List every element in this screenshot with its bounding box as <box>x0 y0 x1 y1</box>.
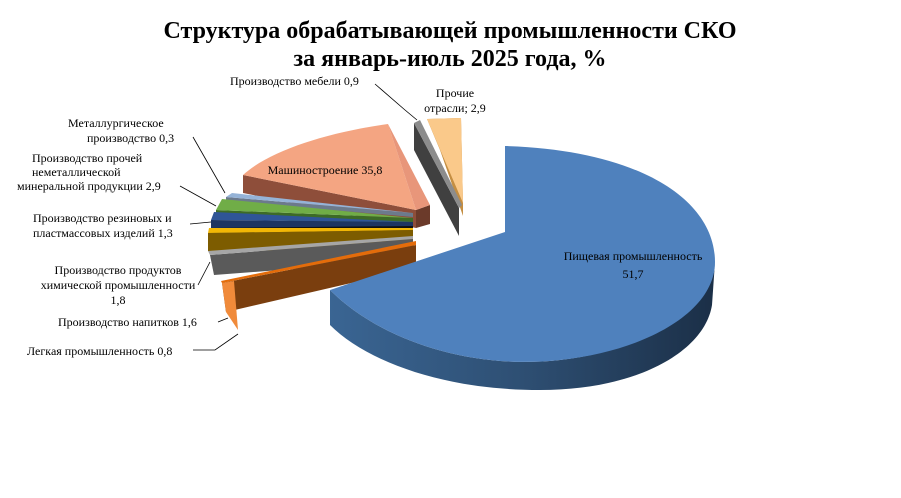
leader-light <box>193 333 239 351</box>
slice-top-light-front <box>222 281 238 330</box>
slice-side-mashinostroenie-front <box>416 205 430 228</box>
label-rubber-line-1: Производство резиновых и <box>33 211 172 225</box>
slice-top-nonmetal <box>216 199 413 218</box>
leader-nonmetal <box>179 185 217 207</box>
label-drinks-line-1: Производство напитков 1,6 <box>58 315 197 329</box>
label-mashinostroenie-line-1: Машиностроение 35,8 <box>268 163 383 177</box>
chart-title-line-1: Структура обрабатывающей промышленности … <box>164 18 737 44</box>
label-mashinostroenie: Машиностроение 35,8 <box>268 163 383 177</box>
label-chemical-line-3: 1,8 <box>111 293 126 307</box>
label-prochie: Прочие отрасли; 2,9 <box>424 86 486 115</box>
label-light: Легкая промышленность 0,8 <box>27 344 172 358</box>
label-nonmetal-line-1: Производство прочей <box>32 151 143 165</box>
slice-top-prochie <box>427 118 463 203</box>
chart-title-line-2: за январь-июль 2025 года, % <box>294 46 607 72</box>
leader-chemical <box>197 261 211 286</box>
slice-side-food <box>330 262 715 390</box>
leader-furniture <box>374 83 418 121</box>
leader-drinks <box>217 317 229 323</box>
slice-top-rubber <box>211 212 413 222</box>
label-nonmetal-line-3: минеральной продукции 2,9 <box>17 179 161 193</box>
label-prochie-line-1: Прочие <box>436 86 474 100</box>
label-furniture-line-1: Производство мебели 0,9 <box>230 74 359 88</box>
label-nonmetal: Производство прочей неметаллической мине… <box>17 151 161 193</box>
label-prochie-line-2: отрасли; 2,9 <box>424 101 486 115</box>
label-rubber: Производство резиновых и пластмассовых и… <box>33 211 173 240</box>
label-drinks: Производство напитков 1,6 <box>58 315 197 329</box>
label-chemical-line-1: Производство продуктов <box>55 263 182 277</box>
slice-top-metallurgy <box>226 193 413 213</box>
label-light-line-1: Легкая промышленность 0,8 <box>27 344 172 358</box>
slice-top-food <box>330 146 715 362</box>
label-nonmetal-line-2: неметаллической <box>32 165 121 179</box>
slice-side-drinks <box>210 239 413 275</box>
label-food-line-1: Пищевая промышленность <box>564 249 703 263</box>
slice-top-mashinostroenie <box>243 124 416 210</box>
slice-top-drinks <box>208 236 413 255</box>
label-metallurgy-line-2: производство 0,3 <box>87 131 174 145</box>
label-metallurgy-line-1: Металлургическое <box>68 116 164 130</box>
slice-top-light <box>221 241 416 283</box>
leader-rubber <box>189 221 212 225</box>
leader-metallurgy <box>192 136 226 194</box>
slice-top-furniture <box>414 120 462 208</box>
label-rubber-line-2: пластмассовых изделий 1,3 <box>33 226 173 240</box>
label-chemical-line-2: химической промышленности <box>41 278 196 292</box>
slice-side-light <box>222 245 416 312</box>
label-food: Пищевая промышленность 51,7 <box>564 249 703 281</box>
slice-side-metallurgy <box>226 197 413 217</box>
label-metallurgy: Металлургическое производство 0,3 <box>68 116 174 145</box>
slice-side-furniture <box>414 123 459 236</box>
label-furniture: Производство мебели 0,9 <box>230 74 359 88</box>
slice-top-mashinostroenie-edge <box>388 124 430 210</box>
label-food-line-2: 51,7 <box>623 267 644 281</box>
label-chemical: Производство продуктов химической промыш… <box>41 263 196 307</box>
slice-top-chemical <box>208 228 413 233</box>
